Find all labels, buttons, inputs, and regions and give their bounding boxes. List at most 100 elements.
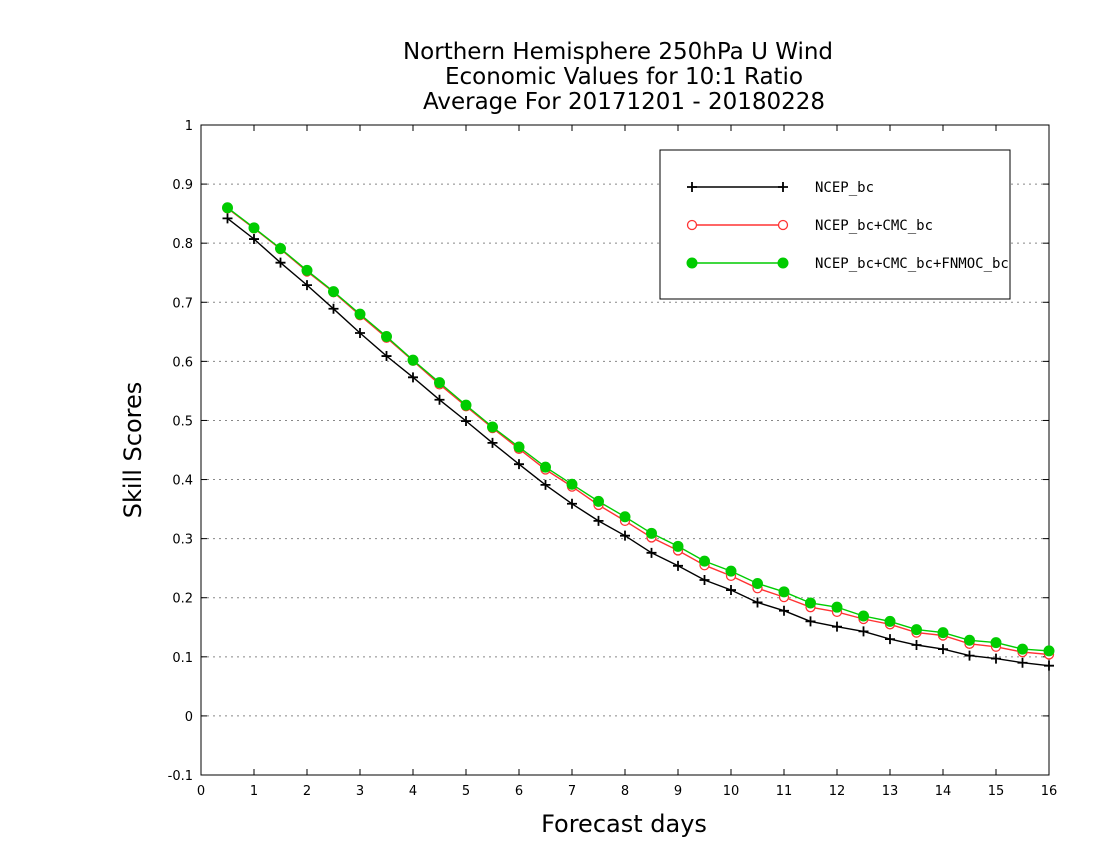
x-tick-label: 13	[882, 784, 899, 799]
title-line-2: Economic Values for 10:1 Ratio	[445, 64, 803, 90]
data-point	[354, 308, 366, 320]
legend-label: NCEP_bc	[815, 180, 874, 196]
x-tick-label: 16	[1041, 784, 1058, 799]
x-axis-title: Forecast days	[541, 810, 707, 838]
data-point	[752, 578, 763, 590]
data-point	[699, 575, 710, 585]
data-point	[434, 394, 445, 405]
y-tick-label: 0.3	[172, 533, 193, 548]
data-point	[778, 586, 790, 598]
data-point	[726, 585, 736, 596]
data-point	[513, 441, 525, 453]
y-axis-title: Skill Scores	[119, 382, 147, 519]
x-tick-label: 11	[776, 784, 793, 799]
data-point	[672, 540, 684, 552]
x-tick-label: 3	[356, 784, 364, 799]
x-tick-label: 7	[568, 784, 576, 799]
legend-swatch-marker	[778, 182, 788, 192]
data-point	[461, 416, 471, 427]
y-tick-label: 0.9	[172, 178, 193, 193]
title-line-1: Northern Hemisphere 250hPa U Wind	[403, 39, 833, 65]
x-tick-label: 0	[197, 784, 205, 799]
data-point	[938, 644, 948, 655]
data-point	[911, 624, 922, 636]
x-tick-label: 2	[303, 784, 311, 799]
data-point	[593, 515, 604, 526]
chart-title: Northern Hemisphere 250hPa U Wind Econom…	[403, 39, 833, 115]
data-point	[593, 495, 604, 507]
y-tick-label: 0.8	[172, 237, 193, 252]
y-tick-label: 0.4	[172, 474, 193, 489]
data-point	[911, 640, 922, 650]
data-point	[381, 331, 392, 343]
title-line-3: Average For 20171201 - 20180228	[423, 89, 825, 115]
data-point	[752, 597, 763, 608]
data-point	[222, 213, 233, 224]
data-point	[937, 627, 949, 639]
x-tick-label: 6	[515, 784, 523, 799]
data-point	[805, 597, 816, 609]
data-point	[487, 437, 498, 448]
data-point	[381, 351, 392, 362]
data-point	[832, 621, 842, 632]
series-1	[222, 213, 1054, 671]
axis-ticks: -0.100.10.20.30.40.50.60.70.80.910 1 2 3 4 5 6…	[168, 119, 1058, 799]
data-point	[964, 634, 975, 646]
series-lines	[222, 202, 1055, 671]
data-point	[355, 328, 365, 338]
data-point	[275, 257, 286, 268]
x-tick-label: 15	[988, 784, 1005, 799]
series-line	[227, 217, 1050, 667]
legend-swatch-marker	[777, 219, 789, 231]
legend-item-3: NCEP_bc+CMC_bc+FNMOC_bc	[686, 256, 1009, 272]
data-point	[991, 653, 1001, 664]
data-point	[699, 555, 710, 567]
data-point	[1017, 643, 1028, 655]
data-point	[619, 511, 631, 523]
x-tick-label: 4	[409, 784, 417, 799]
data-point	[248, 222, 260, 234]
y-tick-label: 0.1	[172, 651, 193, 666]
data-point	[779, 605, 789, 616]
y-tick-label: 0	[185, 710, 193, 725]
legend-swatch-marker	[777, 257, 789, 269]
data-point	[460, 399, 472, 411]
x-tick-label: 14	[935, 784, 952, 799]
x-tick-label: 5	[462, 784, 470, 799]
legend-label: NCEP_bc+CMC_bc	[815, 218, 933, 234]
legend: NCEP_bc NCEP_bc+CMC_bc NCEP_bc+CMC_bc+FNMO…	[659, 149, 1011, 300]
data-point	[673, 560, 683, 571]
data-point	[885, 634, 895, 645]
data-point	[858, 610, 869, 622]
data-point	[487, 421, 498, 433]
legend-swatch-marker	[686, 219, 698, 231]
data-point	[434, 377, 445, 389]
y-tick-label: 0.6	[172, 355, 193, 370]
data-point	[964, 650, 975, 661]
data-point	[805, 616, 816, 627]
y-tick-label: -0.1	[168, 769, 193, 784]
x-tick-label: 10	[723, 784, 740, 799]
data-point	[884, 615, 896, 627]
series-3	[222, 202, 1055, 657]
data-point	[302, 280, 312, 291]
data-point	[1044, 660, 1054, 671]
data-point	[328, 286, 339, 298]
data-point	[514, 459, 524, 470]
data-point	[1017, 657, 1028, 668]
legend-items: NCEP_bc NCEP_bc+CMC_bc NCEP_bc+CMC_bc+FNMO…	[686, 180, 1009, 272]
x-tick-label: 9	[674, 784, 682, 799]
y-tick-label: 0.2	[172, 592, 193, 607]
legend-swatch-marker	[686, 257, 698, 269]
data-point	[990, 637, 1002, 649]
data-point	[1043, 645, 1055, 657]
data-point	[540, 479, 551, 490]
data-point	[249, 234, 259, 245]
data-point	[620, 530, 630, 541]
data-point	[408, 372, 418, 383]
x-tick-label: 1	[250, 784, 258, 799]
data-point	[275, 243, 286, 254]
x-tick-label: 8	[621, 784, 629, 799]
